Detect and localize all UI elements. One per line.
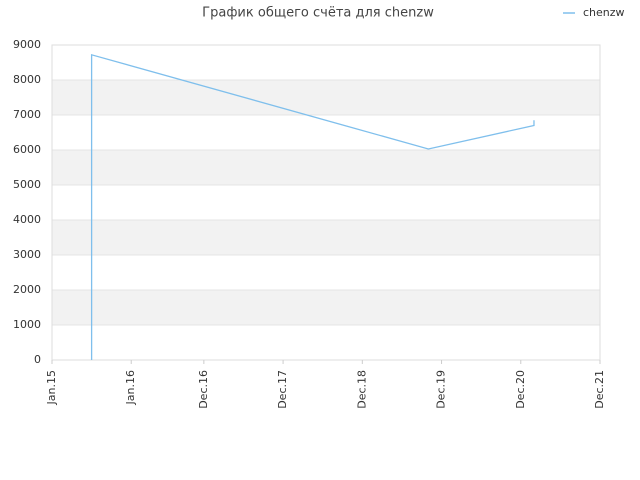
- legend-label: chenzw: [583, 6, 625, 19]
- grid-band: [52, 150, 600, 185]
- x-tick-label: Dec.19: [435, 370, 448, 409]
- y-tick-label: 3000: [13, 248, 41, 261]
- grid-band: [52, 80, 600, 115]
- y-tick-label: 0: [34, 353, 41, 366]
- grid-band: [52, 290, 600, 325]
- x-tick-label: Jan.16: [124, 370, 137, 405]
- plot-border: [51, 44, 601, 361]
- y-tick-label: 2000: [13, 283, 41, 296]
- y-tick-label: 9000: [13, 38, 41, 51]
- y-tick-label: 7000: [13, 108, 41, 121]
- y-tick-label: 8000: [13, 73, 41, 86]
- x-tick-label: Dec.18: [355, 370, 368, 409]
- x-tick-label: Dec.16: [197, 370, 210, 409]
- x-tick-label: Dec.17: [276, 370, 289, 409]
- grid-band: [52, 220, 600, 255]
- x-tick-label: Dec.20: [514, 370, 527, 409]
- y-tick-label: 1000: [13, 318, 41, 331]
- chart-title: График общего счёта для chenzw: [202, 6, 434, 21]
- y-tick-label: 6000: [13, 143, 41, 156]
- x-tick-label: Jan.15: [45, 370, 58, 405]
- y-tick-label: 4000: [13, 213, 41, 226]
- series-line: [90, 53, 535, 360]
- y-tick-label: 5000: [13, 178, 41, 191]
- x-tick-label: Dec.21: [593, 370, 606, 409]
